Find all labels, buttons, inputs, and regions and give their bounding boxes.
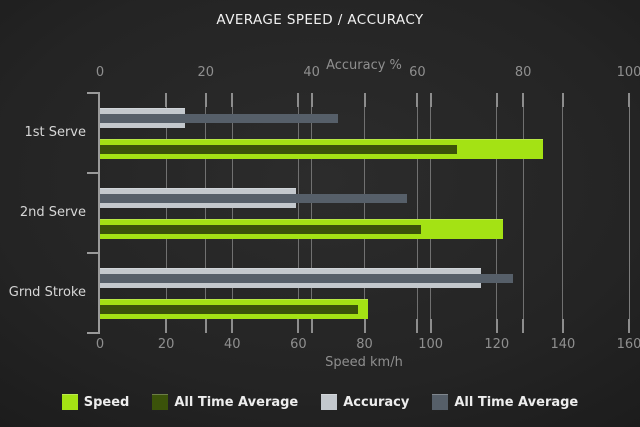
accuracy-gridline-40 xyxy=(311,93,313,333)
speed-gridline-20-tick-bottom xyxy=(165,319,168,333)
bottom-axis-tick-label-60: 60 xyxy=(290,337,307,352)
speed-gridline-120-tick-top xyxy=(495,93,498,107)
speed-gridline-20-tick-top xyxy=(165,93,168,107)
bottom-axis-tick-label-40: 40 xyxy=(223,337,241,352)
accuracy-gridline-60 xyxy=(416,93,418,333)
bottom-axis-tick-label-80: 80 xyxy=(356,337,373,352)
top-axis-tick-label-40: 40 xyxy=(303,65,320,80)
top-axis-tick-label-0: 0 xyxy=(95,65,105,80)
plot-area xyxy=(87,92,630,334)
legend-swatch-all-time-average-accuracy xyxy=(432,394,449,410)
top-axis-title: Accuracy % xyxy=(326,58,402,73)
speed-gridline-140-tick-top xyxy=(561,93,564,107)
y-axis-tick xyxy=(87,172,99,174)
legend-label: All Time Average xyxy=(454,394,579,410)
legend-swatch-speed-speed xyxy=(61,394,78,410)
bottom-axis-tick-label-0: 0 xyxy=(95,337,105,352)
speed-gridline-80-tick-top xyxy=(363,93,366,107)
accuracy-gridline-20 xyxy=(205,93,207,333)
speed-gridline-100 xyxy=(430,93,432,333)
y-axis-tick xyxy=(87,92,99,94)
legend-item-speed-speed: Speed xyxy=(61,394,130,410)
speed-gridline-100-tick-bottom xyxy=(429,319,432,333)
bottom-axis-tick-label-100: 100 xyxy=(418,337,444,352)
bar-all-time-average-accuracy-2nd-serve xyxy=(100,193,407,203)
legend-label: Accuracy xyxy=(343,394,410,410)
accuracy-gridline-100 xyxy=(628,93,630,333)
chart-title: AVERAGE SPEED / ACCURACY xyxy=(216,12,424,28)
accuracy-gridline-20-tick-top xyxy=(204,93,207,107)
accuracy-gridline-60-tick-bottom xyxy=(416,319,419,333)
accuracy-gridline-100-tick-bottom xyxy=(628,319,630,333)
top-axis-tick-label-100: 100 xyxy=(616,65,640,80)
bottom-axis-title: Speed km/h xyxy=(325,355,403,370)
y-axis-tick xyxy=(87,332,99,334)
bar-all-time-average-speed-1st-serve xyxy=(100,144,458,154)
accuracy-gridline-40-tick-top xyxy=(310,93,313,107)
speed-gridline-80 xyxy=(364,93,365,333)
legend-item-all-time-average-accuracy: All Time Average xyxy=(432,394,578,410)
bar-all-time-average-accuracy-1st-serve xyxy=(100,113,339,123)
legend-label: Speed xyxy=(83,394,130,410)
legend-item-accuracy-accuracy: Accuracy xyxy=(321,394,409,410)
bar-all-time-average-speed-2nd-serve xyxy=(100,224,421,234)
legend-item-all-time-average-speed: All Time Average xyxy=(152,394,298,410)
bar-all-time-average-speed-grnd-stroke xyxy=(100,304,358,314)
legend-swatch-accuracy-accuracy xyxy=(321,394,338,410)
accuracy-gridline-80-tick-top xyxy=(522,93,525,107)
y-axis-tick xyxy=(87,252,99,254)
legend-label: All Time Average xyxy=(174,394,299,410)
speed-gridline-60-tick-top xyxy=(297,93,300,107)
speed-gridline-120-tick-bottom xyxy=(495,319,498,333)
top-axis-tick-label-20: 20 xyxy=(197,65,215,80)
speed-gridline-60 xyxy=(297,93,299,333)
accuracy-gridline-100-tick-top xyxy=(628,93,630,107)
speed-gridline-140 xyxy=(562,93,564,333)
category-label-2nd-serve: 2nd Serve xyxy=(19,205,86,220)
speed-gridline-40-tick-top xyxy=(231,93,234,107)
speed-gridline-100-tick-top xyxy=(429,93,432,107)
y-axis-spine xyxy=(98,92,100,334)
accuracy-gridline-80 xyxy=(522,93,524,333)
bottom-axis-tick-label-120: 120 xyxy=(484,337,510,352)
speed-gridline-40 xyxy=(231,93,233,333)
bottom-axis-tick-label-140: 140 xyxy=(550,337,576,352)
speed-gridline-40-tick-bottom xyxy=(231,319,234,333)
speed-gridline-140-tick-bottom xyxy=(561,319,564,333)
accuracy-gridline-60-tick-top xyxy=(416,93,419,107)
bar-all-time-average-accuracy-grnd-stroke xyxy=(100,273,513,283)
category-label-grnd-stroke: Grnd Stroke xyxy=(8,285,86,300)
category-label-1st-serve: 1st Serve xyxy=(24,125,86,140)
speed-gridline-20 xyxy=(165,93,167,333)
speed-gridline-80-tick-bottom xyxy=(363,319,366,333)
top-axis-tick-label-80: 80 xyxy=(514,65,532,80)
speed-gridline-120 xyxy=(496,93,498,333)
top-axis-tick-label-60: 60 xyxy=(409,65,426,80)
legend: Speed All Time Average Accuracy All Time Av… xyxy=(0,394,640,410)
bottom-axis-tick-label-160: 160 xyxy=(616,337,640,352)
bottom-axis-tick-label-20: 20 xyxy=(157,337,175,352)
legend-swatch-all-time-average-speed xyxy=(152,394,169,410)
accuracy-gridline-80-tick-bottom xyxy=(522,319,525,333)
accuracy-gridline-40-tick-bottom xyxy=(310,319,313,333)
accuracy-gridline-20-tick-bottom xyxy=(204,319,207,333)
speed-gridline-60-tick-bottom xyxy=(297,319,300,333)
